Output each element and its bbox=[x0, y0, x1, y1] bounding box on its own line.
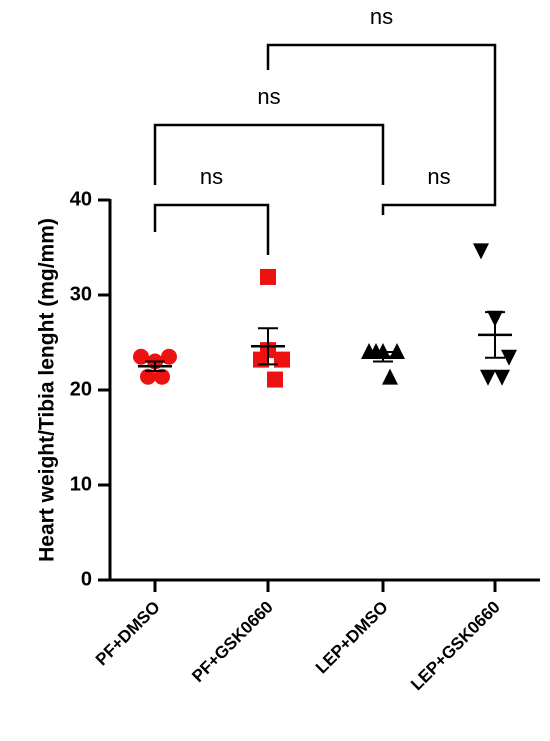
significance-bracket bbox=[266, 43, 497, 185]
data-point bbox=[154, 368, 170, 385]
significance-bracket bbox=[153, 123, 385, 185]
data-point bbox=[267, 371, 283, 388]
data-point bbox=[494, 369, 510, 386]
data-point bbox=[382, 368, 398, 385]
significance-label: ns bbox=[427, 164, 450, 189]
data-point bbox=[389, 343, 405, 359]
data-point bbox=[473, 243, 489, 260]
y-tick-label: 40 bbox=[70, 188, 92, 210]
y-tick-label: 20 bbox=[70, 378, 92, 400]
data-point bbox=[140, 368, 156, 385]
x-tick-label: PF+DMSO bbox=[92, 597, 164, 669]
y-axis-label: Heart weight/Tibia lenght (mg/mm) bbox=[36, 218, 59, 562]
data-point bbox=[501, 349, 517, 366]
data-point bbox=[480, 369, 496, 386]
y-tick-label: 0 bbox=[81, 568, 92, 590]
x-tick-label: LEP+DMSO bbox=[312, 597, 392, 677]
x-tick-label: PF+GSK0660 bbox=[188, 597, 277, 686]
data-point bbox=[260, 268, 276, 285]
significance-label: ns bbox=[200, 164, 223, 189]
significance-label: ns bbox=[257, 84, 280, 109]
significance-bracket bbox=[381, 185, 497, 215]
y-tick-label: 10 bbox=[70, 473, 92, 495]
significance-label: ns bbox=[370, 4, 393, 29]
x-tick-label: LEP+GSK0660 bbox=[407, 597, 504, 694]
significance-bracket bbox=[153, 203, 270, 255]
y-tick-label: 30 bbox=[70, 283, 92, 305]
